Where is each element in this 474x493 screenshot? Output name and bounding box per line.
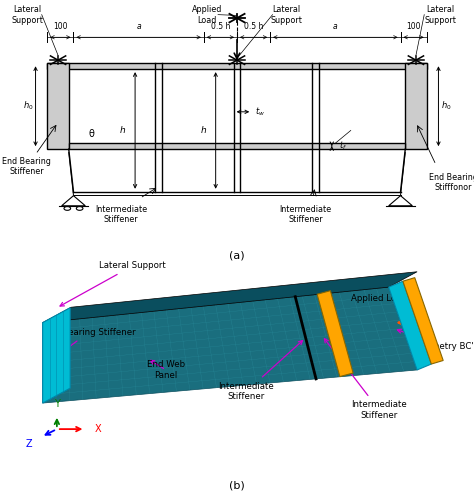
Polygon shape	[43, 272, 417, 322]
Text: End Bearing
Stiffener: End Bearing Stiffener	[2, 157, 51, 176]
Text: a: a	[137, 22, 141, 32]
Text: (a): (a)	[229, 250, 245, 261]
Circle shape	[64, 207, 71, 211]
Text: 0.5 h: 0.5 h	[244, 22, 263, 32]
Text: Applied Load: Applied Load	[351, 287, 407, 304]
Circle shape	[76, 207, 83, 211]
Text: 100: 100	[53, 22, 68, 32]
Text: Lateral
Support: Lateral Support	[270, 5, 302, 25]
Text: End Web
Panel: End Web Panel	[147, 360, 185, 380]
Bar	[47, 64, 427, 69]
Polygon shape	[403, 278, 443, 364]
Polygon shape	[317, 291, 353, 377]
Text: θ: θ	[89, 130, 94, 140]
Bar	[405, 64, 427, 149]
Text: Z: Z	[25, 439, 32, 449]
Text: X: X	[95, 424, 101, 434]
Polygon shape	[389, 281, 431, 370]
Bar	[69, 143, 405, 149]
Text: $t_f$: $t_f$	[339, 140, 347, 152]
Text: Y: Y	[54, 399, 60, 409]
Text: h: h	[120, 126, 126, 135]
Text: Intermediate
Stiffener: Intermediate Stiffener	[95, 205, 147, 224]
Text: $h_0$: $h_0$	[23, 100, 33, 112]
Text: End Bearing
Stifffonor: End Bearing Stifffonor	[429, 173, 474, 192]
Text: Applied
Load: Applied Load	[192, 5, 222, 25]
Text: Lateral
Support: Lateral Support	[424, 5, 456, 25]
Polygon shape	[43, 287, 417, 403]
Text: Symmetry BC's: Symmetry BC's	[397, 329, 474, 351]
Bar	[47, 64, 69, 149]
Text: $t_w$: $t_w$	[255, 106, 264, 118]
Text: Lateral
Support: Lateral Support	[11, 5, 44, 25]
Text: a: a	[333, 22, 337, 32]
Text: (b): (b)	[229, 481, 245, 491]
Text: $h_0$: $h_0$	[441, 100, 451, 112]
Text: Intermediate
Stiffener: Intermediate Stiffener	[324, 339, 407, 420]
Text: Lateral Support: Lateral Support	[60, 261, 166, 306]
Text: 0.5 h: 0.5 h	[211, 22, 230, 32]
Polygon shape	[389, 196, 412, 206]
Text: h: h	[201, 126, 206, 135]
Text: Intermediate
Stiffener: Intermediate Stiffener	[219, 341, 302, 401]
Polygon shape	[43, 308, 70, 403]
Text: 100: 100	[406, 22, 421, 32]
Polygon shape	[62, 196, 85, 206]
Text: End-bearing Stiffener: End-bearing Stiffener	[43, 327, 135, 356]
Text: Intermediate
Stiffener: Intermediate Stiffener	[280, 205, 332, 224]
